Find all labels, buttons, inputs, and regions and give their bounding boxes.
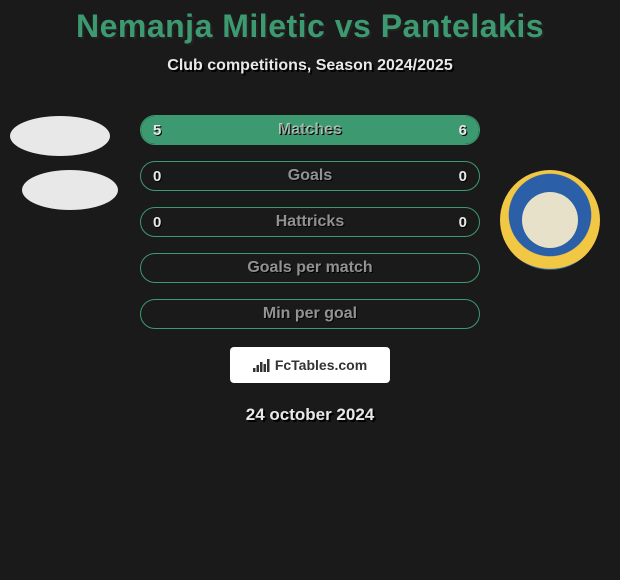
stat-row-gpm: Goals per match	[140, 253, 480, 283]
stat-label: Min per goal	[141, 300, 479, 328]
player-avatar-left-1	[10, 116, 110, 156]
stat-row-hattricks: 0 Hattricks 0	[140, 207, 480, 237]
stat-row-mpg: Min per goal	[140, 299, 480, 329]
stat-row-goals: 0 Goals 0	[140, 161, 480, 191]
date-text: 24 october 2024	[0, 405, 620, 425]
stat-label: Matches	[141, 116, 479, 144]
attribution-box[interactable]: FcTables.com	[230, 347, 390, 383]
club-badge-right	[500, 170, 600, 270]
stat-value-right: 0	[459, 208, 467, 236]
club-badge-inner	[522, 192, 578, 248]
stat-value-right: 6	[459, 116, 467, 144]
stat-label: Hattricks	[141, 208, 479, 236]
stat-label: Goals	[141, 162, 479, 190]
barchart-icon	[253, 358, 271, 372]
stats-block: 5 Matches 6 0 Goals 0 0 Hattricks 0 Goal…	[140, 115, 480, 329]
stat-value-right: 0	[459, 162, 467, 190]
stat-row-matches: 5 Matches 6	[140, 115, 480, 145]
attribution-text: FcTables.com	[275, 357, 367, 373]
player-avatar-left-2	[22, 170, 118, 210]
page-title: Nemanja Miletic vs Pantelakis	[0, 8, 620, 45]
page-subtitle: Club competitions, Season 2024/2025	[0, 57, 620, 75]
stat-label: Goals per match	[141, 254, 479, 282]
